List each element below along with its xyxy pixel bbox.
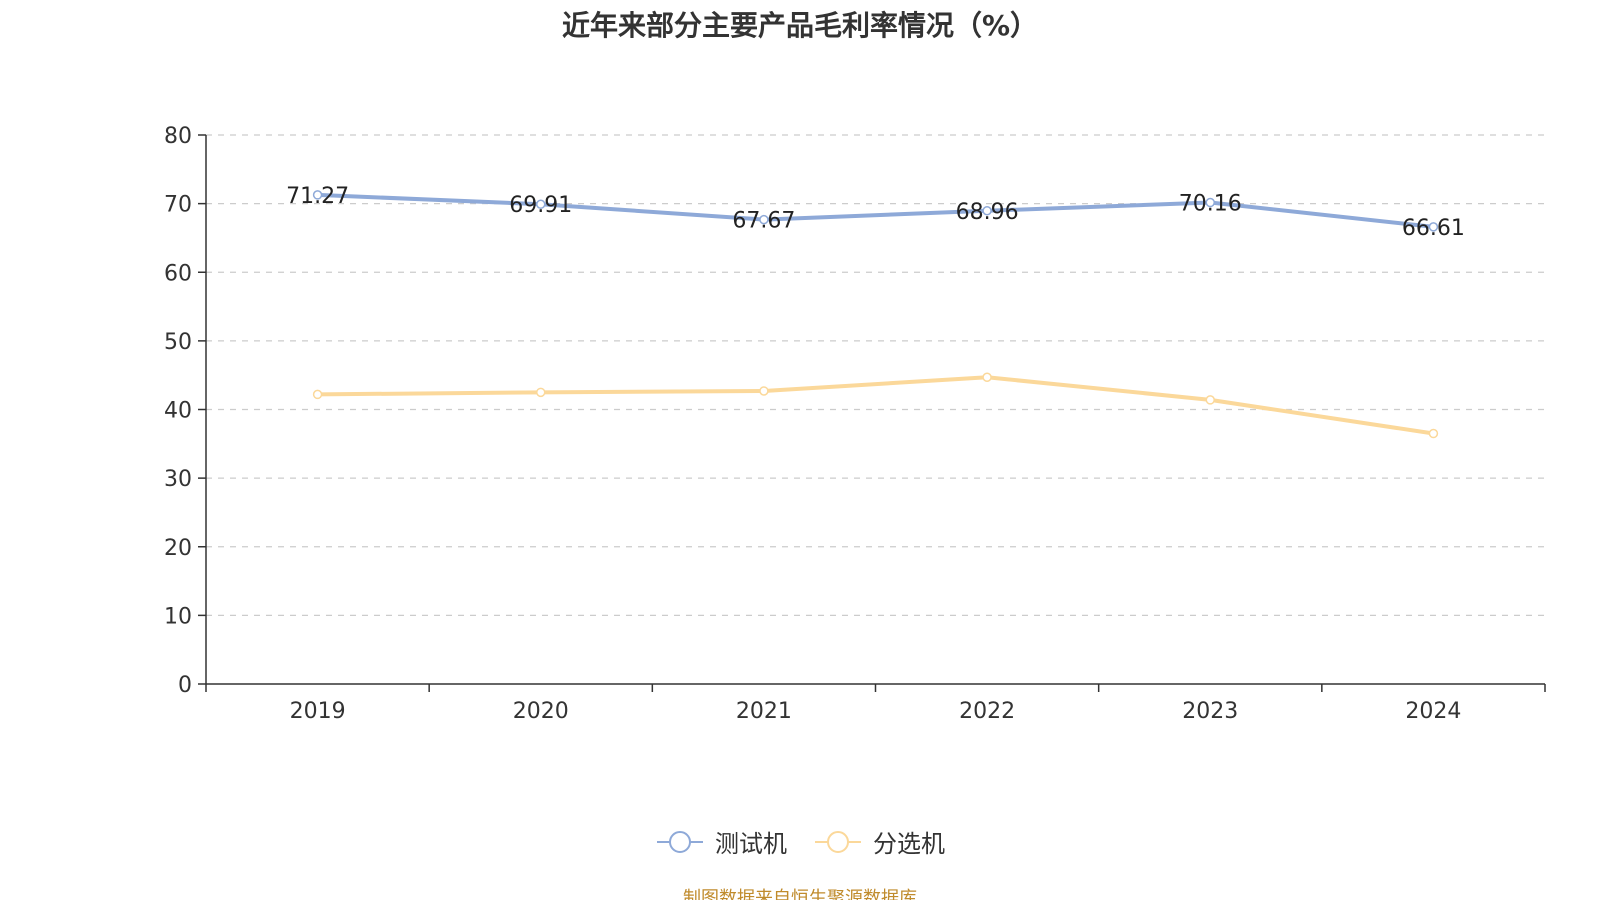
source-note: 制图数据来自恒生聚源数据库: [683, 888, 917, 900]
data-point-0-0[interactable]: [312, 190, 323, 200]
data-label-0-0: 71.27: [286, 184, 349, 209]
x-tick-label-2021: 2021: [736, 699, 792, 724]
legend-label-series-1: 分选机: [873, 830, 945, 858]
data-point-0-1[interactable]: [536, 199, 546, 209]
chart-title: 近年来部分主要产品毛利率情况（%）: [561, 9, 1039, 42]
data-point-1-4[interactable]: [1205, 395, 1215, 405]
data-point-0-5[interactable]: [1428, 222, 1439, 232]
y-tick-label-30: 30: [164, 467, 192, 492]
data-point-1-5[interactable]: [1428, 428, 1439, 439]
y-tick-label-40: 40: [164, 399, 192, 424]
legend-item-series-0[interactable]: 测试机: [655, 824, 787, 859]
data-label-0-2: 67.67: [732, 209, 795, 234]
data-point-1-2[interactable]: [759, 386, 769, 396]
x-tick-label-2023: 2023: [1182, 699, 1238, 724]
data-label-0-3: 68.96: [956, 200, 1019, 225]
legend-symbol-series-0: [657, 830, 703, 853]
x-tick-label-2022: 2022: [959, 699, 1015, 724]
legend-label-series-0: 测试机: [715, 830, 787, 858]
series-line-1: [315, 375, 1436, 436]
data-label-0-5: 66.61: [1402, 216, 1465, 241]
y-tick-label-10: 10: [164, 604, 192, 629]
y-tick-label-20: 20: [164, 536, 192, 561]
data-point-0-2[interactable]: [759, 214, 769, 225]
series-line-0: [315, 192, 1436, 229]
y-tick-label-50: 50: [164, 330, 192, 355]
legend-item-series-1[interactable]: 分选机: [813, 824, 945, 859]
data-point-1-0[interactable]: [312, 389, 323, 400]
legend: 测试机 分选机: [0, 824, 1600, 859]
data-point-1-3[interactable]: [982, 372, 992, 382]
data-point-0-3[interactable]: [982, 206, 992, 216]
y-tick-label-70: 70: [164, 193, 192, 218]
y-tick-label-0: 0: [178, 673, 192, 698]
data-point-0-4[interactable]: [1205, 197, 1215, 208]
x-tick-label-2024: 2024: [1405, 699, 1461, 724]
data-label-0-1: 69.91: [509, 193, 572, 218]
x-tick-label-2020: 2020: [513, 699, 569, 724]
legend-symbol-series-1: [815, 830, 861, 853]
x-tick-label-2019: 2019: [290, 699, 346, 724]
y-tick-label-60: 60: [164, 261, 192, 286]
data-label-0-4: 70.16: [1179, 192, 1242, 217]
y-tick-label-80: 80: [164, 124, 192, 149]
data-point-1-1[interactable]: [536, 387, 546, 398]
